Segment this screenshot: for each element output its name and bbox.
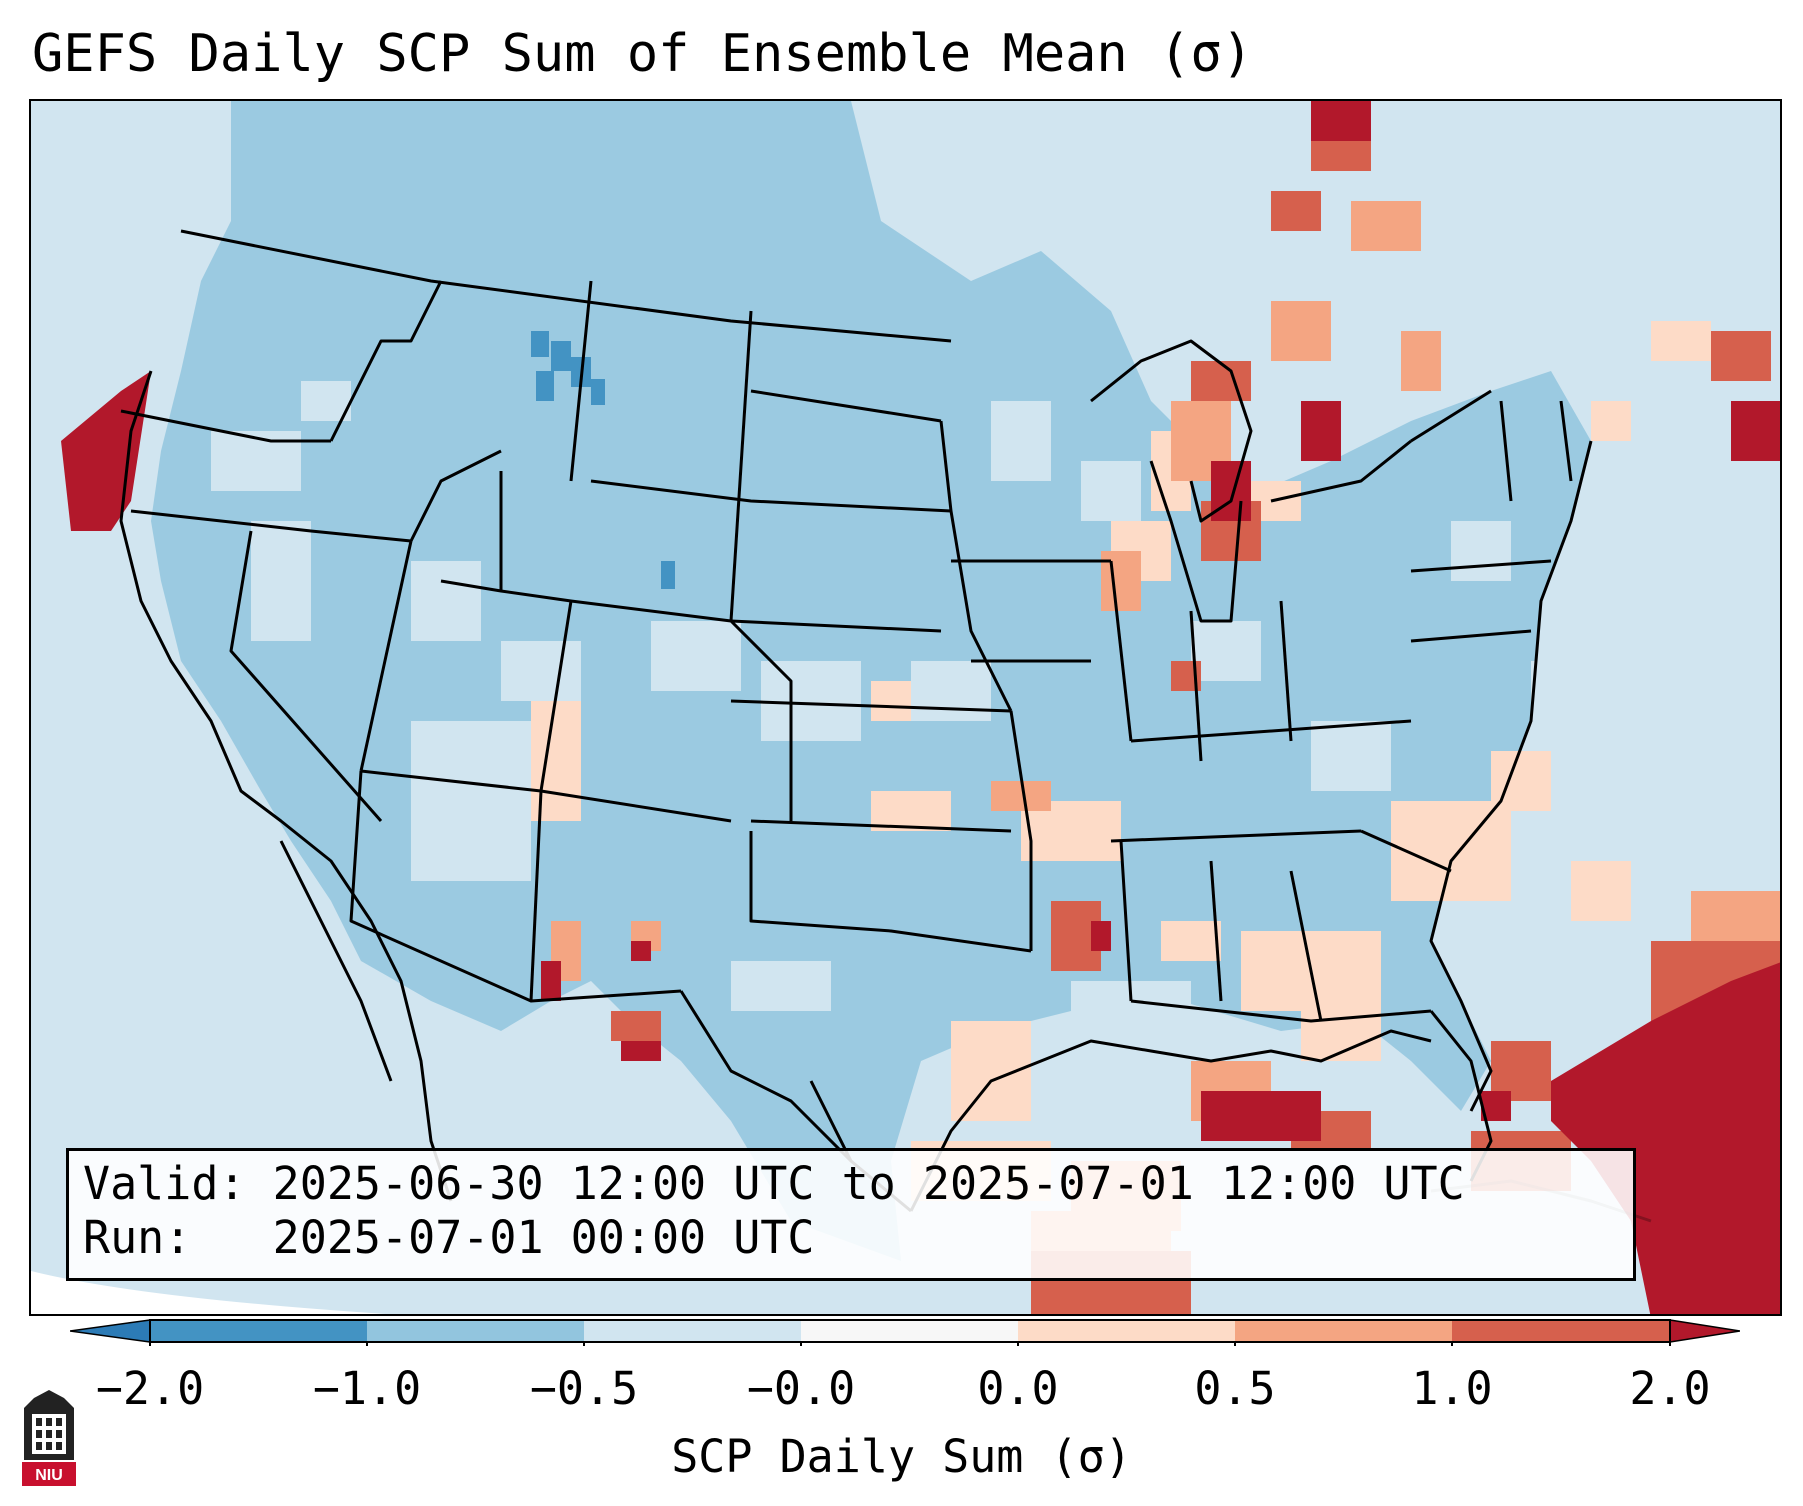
colorbar-over-arrow [1669, 1319, 1741, 1343]
colorbar-under-arrow [69, 1319, 151, 1343]
anomaly-dark-red [61, 101, 1780, 1314]
colorbar-label: SCP Daily Sum (σ) [671, 1430, 1132, 1483]
niu-logo: NIU [20, 1390, 78, 1488]
colorbar-bin-0-05 [1018, 1320, 1235, 1342]
tick-label: 0.0 [977, 1362, 1059, 1415]
state-borders [119, 229, 1652, 1223]
tick-label: 2.0 [1629, 1362, 1711, 1415]
tick-label: −0.0 [746, 1362, 856, 1415]
colorbar [69, 1316, 1741, 1346]
colorbar-bin-zero [801, 1320, 1018, 1342]
run-line: Run: 2025-07-01 00:00 UTC [83, 1211, 815, 1264]
valid-line: Valid: 2025-06-30 12:00 UTC to 2025-07-0… [83, 1157, 1465, 1210]
anomaly-light-blue [211, 381, 1571, 1021]
map-svg [31, 101, 1780, 1314]
chart-title: GEFS Daily SCP Sum of Ensemble Mean (σ) [32, 24, 1253, 84]
colorbar-bin-1-2 [1452, 1320, 1670, 1342]
tick-label: −2.0 [95, 1362, 205, 1415]
colorbar-bin-neg05-0 [584, 1320, 801, 1342]
niu-logo-svg: NIU [22, 1390, 76, 1486]
tick-label: 0.5 [1194, 1362, 1276, 1415]
colorbar-bin-05-1 [1235, 1320, 1452, 1342]
anomaly-dark-blue [531, 331, 675, 589]
tick-label: −0.5 [529, 1362, 639, 1415]
colorbar-tick-labels: −2.0 −1.0 −0.5 −0.0 0.0 0.5 1.0 2.0 [0, 1362, 1803, 1422]
colorbar-svg [69, 1319, 1741, 1346]
map-panel[interactable] [29, 99, 1782, 1316]
colorbar-tick-marks [149, 1342, 1671, 1346]
valid-run-info-box: Valid: 2025-06-30 12:00 UTC to 2025-07-0… [66, 1148, 1636, 1281]
tick-label: 1.0 [1411, 1362, 1493, 1415]
colorbar-bin-neg2-neg1 [150, 1320, 367, 1342]
logo-text: NIU [35, 1467, 63, 1484]
colorbar-bin-neg1-neg05 [367, 1320, 584, 1342]
tick-label: −1.0 [312, 1362, 422, 1415]
